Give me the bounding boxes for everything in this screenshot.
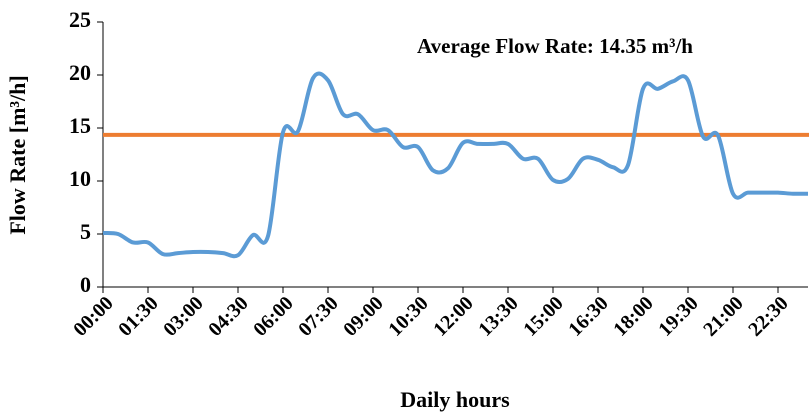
x-tick-label: 09:00 (339, 292, 388, 341)
y-tick-label: 5 (80, 219, 91, 244)
x-tick-label: 21:00 (699, 292, 748, 341)
y-tick-label: 0 (80, 272, 91, 297)
flow-line (102, 71, 809, 259)
x-tick-label: 04:30 (204, 292, 253, 341)
x-tick-label: 16:30 (564, 292, 613, 341)
y-tick-label: 10 (69, 166, 91, 191)
x-tick-label: 19:30 (654, 292, 703, 341)
y-tick-label: 25 (69, 7, 91, 32)
x-tick-label: 22:30 (744, 292, 793, 341)
x-tick-label: 15:00 (519, 292, 568, 341)
y-tick-label: 20 (69, 60, 91, 85)
x-tick-label: 00:00 (69, 292, 118, 341)
x-tick-label: 01:30 (114, 292, 163, 341)
x-tick-label: 18:00 (609, 292, 658, 341)
annotation: Average Flow Rate: 14.35 m³/h (417, 34, 693, 58)
x-tick-label: 13:30 (474, 292, 523, 341)
y-tick-label: 15 (69, 113, 91, 138)
x-tick-label: 03:00 (159, 292, 208, 341)
x-axis-title: Daily hours (400, 387, 510, 412)
x-tick-label: 10:30 (384, 292, 433, 341)
x-tick-label: 12:00 (429, 292, 478, 341)
x-tick-label: 07:30 (294, 292, 343, 341)
x-tick-label: 06:00 (249, 292, 298, 341)
y-axis-title: Flow Rate [m³/h] (5, 75, 30, 234)
